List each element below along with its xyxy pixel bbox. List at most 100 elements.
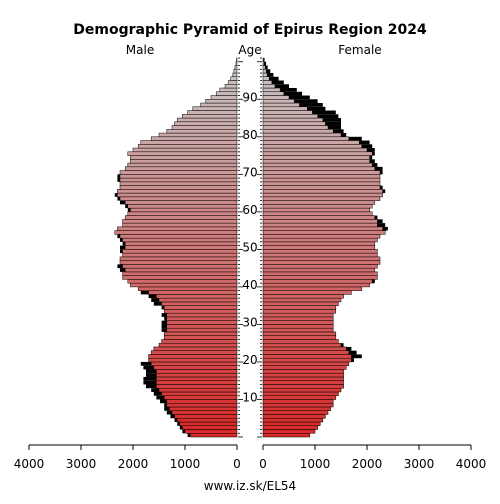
male-bar-74	[130, 155, 238, 160]
female-bar-56	[262, 222, 378, 228]
male-surplus-bar-35	[153, 301, 162, 306]
female-bar-30	[262, 320, 334, 325]
male-bar-45	[122, 264, 238, 269]
female-bar-81	[262, 129, 334, 134]
female-bar-74	[262, 155, 370, 160]
male-surplus-bar-1	[182, 429, 185, 434]
male-bar-55	[117, 226, 238, 231]
male-x-tick-label-2000: 2000	[118, 457, 149, 471]
age-tick-label-10: 10	[242, 391, 257, 405]
female-surplus-bar-72	[372, 163, 378, 167]
female-bar-2	[262, 425, 318, 430]
female-bar-17	[262, 369, 344, 374]
male-bar-23	[153, 346, 238, 351]
female-surplus-bar-97	[266, 69, 271, 74]
male-surplus-bar-61	[125, 204, 128, 209]
female-bar-22	[262, 350, 350, 355]
female-bar-91	[262, 91, 285, 96]
female-surplus-bar-90	[289, 95, 310, 100]
male-label: Male	[126, 43, 154, 57]
female-surplus-bar-74	[369, 155, 373, 160]
female-bar-55	[262, 226, 383, 231]
male-bar-10	[163, 395, 238, 400]
female-bar-23	[262, 346, 347, 351]
male-surplus-bar-36	[151, 298, 159, 302]
male-surplus-bar-9	[160, 399, 167, 404]
male-bar-27	[163, 331, 238, 336]
male-bar-52	[122, 237, 238, 243]
male-surplus-bar-11	[153, 391, 162, 396]
male-bar-49	[122, 249, 238, 254]
female-bar-84	[262, 117, 324, 123]
age-tick-label-40: 40	[242, 278, 257, 292]
male-surplus-bar-68	[117, 178, 120, 182]
male-bar-44	[124, 267, 238, 273]
male-surplus-bar-52	[120, 238, 123, 242]
female-bar-10	[262, 395, 337, 400]
male-bar-48	[122, 252, 238, 258]
female-bar-34	[262, 305, 337, 310]
male-surplus-bar-8	[164, 403, 167, 407]
male-bar-98	[234, 65, 238, 70]
male-bar-76	[132, 147, 238, 153]
male-bar-29	[166, 324, 238, 329]
female-surplus-bar-87	[307, 106, 326, 111]
female-bar-77	[262, 144, 363, 149]
female-bar-85	[262, 114, 318, 119]
male-bar-4	[176, 417, 238, 423]
male-surplus-bar-63	[117, 196, 120, 201]
female-surplus-bar-24	[341, 343, 344, 347]
male-bar-79	[150, 136, 238, 141]
male-surplus-bar-37	[148, 294, 157, 299]
male-surplus-bar-62	[120, 200, 126, 205]
female-surplus-bar-73	[369, 159, 375, 164]
female-bar-96	[262, 72, 268, 78]
male-surplus-bar-34	[161, 305, 165, 310]
male-surplus-bar-18	[143, 365, 154, 370]
female-bar-86	[262, 110, 313, 115]
male-bar-5	[174, 414, 238, 419]
female-bar-72	[262, 162, 373, 168]
male-bar-69	[119, 174, 238, 179]
male-bar-20	[148, 357, 238, 363]
female-bar-82	[262, 125, 329, 130]
female-bar-0	[262, 432, 311, 438]
male-bar-80	[158, 132, 238, 138]
male-bar-97	[233, 69, 238, 74]
male-bar-82	[171, 125, 238, 130]
female-bar-28	[262, 327, 334, 333]
age-label: Age	[238, 43, 261, 57]
female-bar-41	[262, 279, 373, 284]
male-bar-75	[127, 151, 238, 156]
male-bar-36	[158, 297, 238, 303]
male-bar-50	[124, 245, 238, 250]
male-surplus-bar-14	[143, 380, 157, 385]
male-surplus-bar-13	[146, 384, 157, 389]
female-bar-75	[262, 151, 373, 156]
female-bar-60	[262, 207, 370, 213]
male-surplus-bar-31	[164, 316, 167, 321]
female-bar-58	[262, 215, 376, 220]
male-bar-66	[119, 185, 238, 190]
female-bar-5	[262, 414, 326, 419]
female-bar-87	[262, 106, 308, 111]
male-bar-89	[205, 99, 238, 104]
female-bar-50	[262, 245, 376, 250]
female-surplus-bar-71	[374, 166, 383, 171]
female-bar-15	[262, 376, 344, 381]
chart-title: Demographic Pyramid of Epirus Region 202…	[73, 22, 427, 38]
male-x-tick-label-3000: 3000	[66, 457, 97, 471]
male-surplus-bar-30	[161, 320, 167, 325]
male-surplus-bar-49	[120, 249, 123, 254]
female-surplus-bar-93	[274, 84, 289, 89]
male-surplus-bar-53	[117, 234, 120, 239]
age-tick-label-70: 70	[242, 165, 257, 179]
male-bar-87	[192, 106, 238, 111]
source-label: www.iz.sk/EL54	[204, 479, 296, 493]
female-surplus-bar-77	[361, 144, 373, 149]
female-surplus-bar-56	[377, 223, 386, 227]
male-bar-12	[158, 387, 238, 393]
female-surplus-bar-84	[322, 118, 341, 122]
female-x-tick-label-3000: 3000	[404, 457, 435, 471]
